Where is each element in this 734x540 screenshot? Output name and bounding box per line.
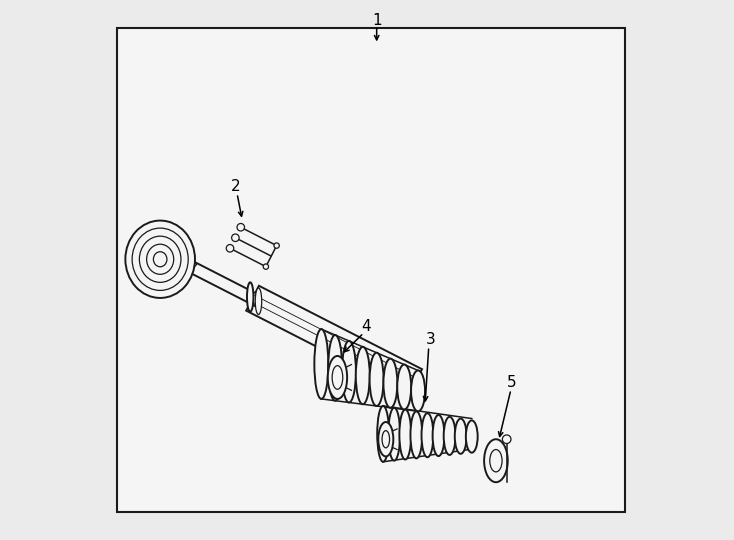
Ellipse shape: [502, 435, 511, 443]
Ellipse shape: [147, 244, 174, 274]
Ellipse shape: [314, 329, 328, 399]
Ellipse shape: [132, 228, 188, 291]
Ellipse shape: [484, 439, 508, 482]
Ellipse shape: [370, 353, 384, 406]
Ellipse shape: [232, 234, 239, 241]
Ellipse shape: [410, 411, 422, 458]
Ellipse shape: [466, 421, 478, 453]
Ellipse shape: [455, 418, 467, 454]
Ellipse shape: [328, 335, 342, 401]
Polygon shape: [246, 286, 422, 394]
Ellipse shape: [274, 243, 280, 248]
Ellipse shape: [411, 370, 425, 411]
Ellipse shape: [328, 356, 347, 399]
Polygon shape: [189, 261, 260, 306]
Ellipse shape: [432, 415, 444, 456]
Ellipse shape: [383, 359, 397, 408]
Ellipse shape: [399, 409, 411, 460]
Text: 4: 4: [361, 319, 371, 334]
Ellipse shape: [264, 264, 269, 269]
Ellipse shape: [443, 417, 456, 455]
Ellipse shape: [382, 430, 390, 448]
Ellipse shape: [377, 406, 389, 462]
Polygon shape: [186, 261, 197, 272]
Ellipse shape: [388, 408, 400, 461]
Ellipse shape: [255, 288, 262, 314]
Ellipse shape: [342, 341, 356, 402]
Text: 2: 2: [230, 179, 240, 194]
Ellipse shape: [237, 224, 244, 231]
Ellipse shape: [356, 347, 370, 404]
Ellipse shape: [490, 449, 502, 472]
Text: 3: 3: [426, 332, 435, 347]
Ellipse shape: [153, 252, 167, 267]
Ellipse shape: [421, 413, 433, 457]
Ellipse shape: [332, 366, 343, 389]
Ellipse shape: [397, 364, 411, 409]
Ellipse shape: [139, 236, 181, 282]
Text: 5: 5: [507, 375, 517, 390]
Ellipse shape: [226, 245, 233, 252]
Text: 1: 1: [372, 13, 382, 28]
Ellipse shape: [126, 220, 195, 298]
Ellipse shape: [378, 422, 393, 456]
Ellipse shape: [247, 282, 253, 312]
